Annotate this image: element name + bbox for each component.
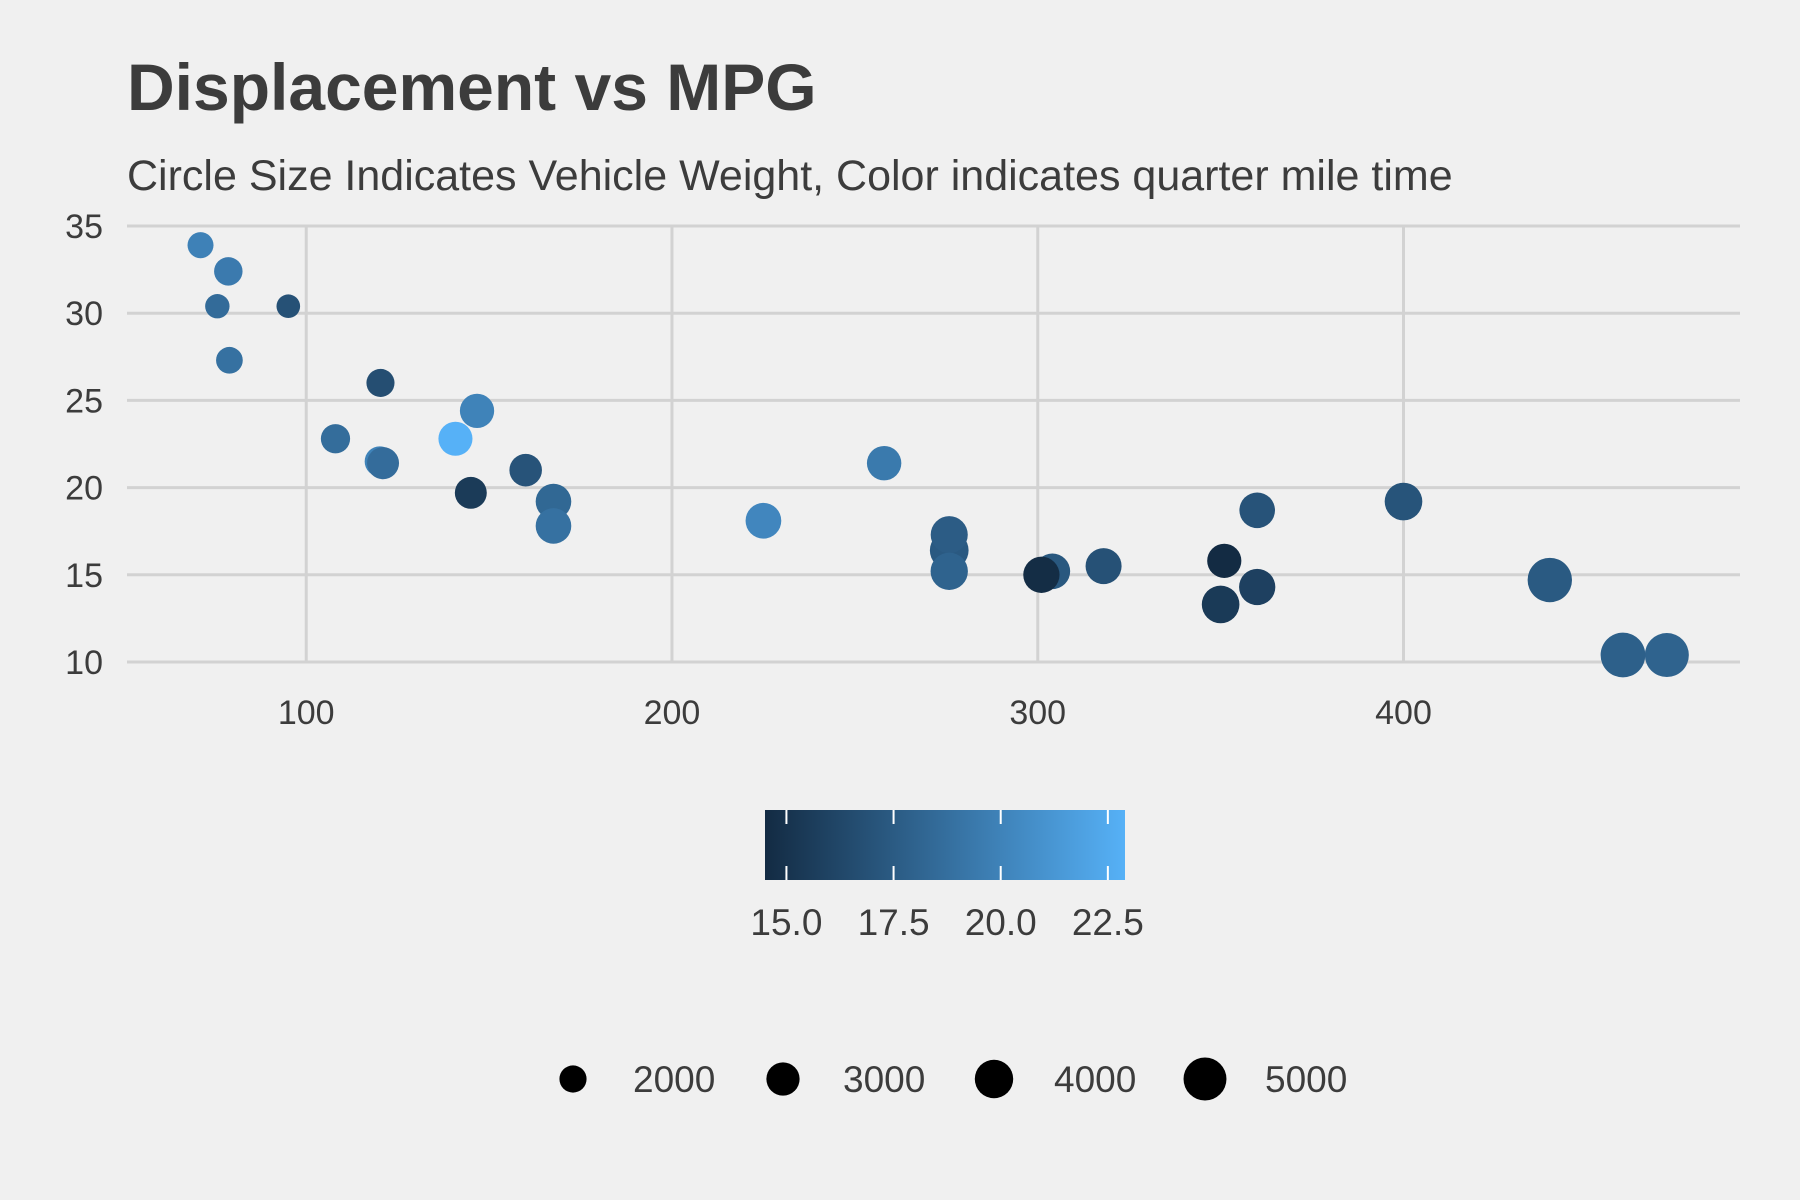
data-point xyxy=(216,346,243,374)
color-legend-label: 15.0 xyxy=(750,902,822,943)
data-point xyxy=(459,393,495,429)
y-tick-label: 30 xyxy=(65,295,103,333)
data-point xyxy=(535,483,572,520)
y-tick-label: 35 xyxy=(65,208,103,246)
y-tick-label: 10 xyxy=(65,644,103,682)
size-legend-label: 2000 xyxy=(633,1059,715,1100)
data-point xyxy=(1207,543,1242,578)
data-point xyxy=(1023,556,1060,593)
data-points xyxy=(187,232,1689,678)
data-point xyxy=(1239,568,1276,606)
y-tick-label: 15 xyxy=(65,557,103,595)
size-legend-key xyxy=(559,1065,587,1093)
size-legend-label: 5000 xyxy=(1265,1059,1347,1100)
data-point xyxy=(866,445,902,481)
data-point xyxy=(1239,492,1276,529)
grid xyxy=(127,224,1740,664)
axis-tick-labels: 100 200 300 400 10 15 20 25 30 35 xyxy=(65,208,1432,732)
data-point xyxy=(214,257,243,286)
data-point xyxy=(454,476,487,509)
color-legend-label: 17.5 xyxy=(858,902,930,943)
size-legend-key xyxy=(766,1062,800,1096)
data-point xyxy=(509,453,542,487)
x-tick-label: 400 xyxy=(1375,694,1432,732)
data-point xyxy=(535,508,572,544)
size-legend: 2000 3000 4000 5000 xyxy=(559,1057,1347,1101)
data-point xyxy=(930,516,968,554)
y-tick-label: 20 xyxy=(65,470,103,508)
color-bar xyxy=(765,810,1125,880)
x-tick-label: 100 xyxy=(278,694,335,732)
size-legend-key xyxy=(1183,1057,1227,1101)
data-point xyxy=(205,294,230,319)
chart-subtitle: Circle Size Indicates Vehicle Weight, Co… xyxy=(127,152,1453,200)
data-point xyxy=(366,368,395,398)
data-point xyxy=(367,447,400,480)
data-point xyxy=(1201,585,1240,624)
size-legend-label: 3000 xyxy=(843,1059,925,1100)
size-legend-label: 4000 xyxy=(1054,1059,1136,1100)
data-point xyxy=(745,502,782,539)
chart-title: Displacement vs MPG xyxy=(127,50,817,124)
x-tick-label: 300 xyxy=(1009,694,1066,732)
data-point xyxy=(320,424,351,454)
y-tick-label: 25 xyxy=(65,382,103,420)
x-tick-label: 200 xyxy=(644,694,701,732)
data-point xyxy=(1527,557,1572,603)
data-point xyxy=(1384,482,1423,521)
data-point xyxy=(930,552,968,590)
color-legend-label: 22.5 xyxy=(1072,902,1144,943)
color-legend-label: 20.0 xyxy=(965,902,1037,943)
data-point xyxy=(438,421,473,456)
size-legend-key xyxy=(974,1059,1014,1099)
data-point xyxy=(1085,548,1122,585)
data-point xyxy=(1644,633,1689,678)
data-point xyxy=(276,294,301,319)
color-legend: 15.0 17.5 20.0 22.5 xyxy=(750,810,1144,943)
data-point xyxy=(187,232,214,259)
data-point xyxy=(1600,632,1646,678)
